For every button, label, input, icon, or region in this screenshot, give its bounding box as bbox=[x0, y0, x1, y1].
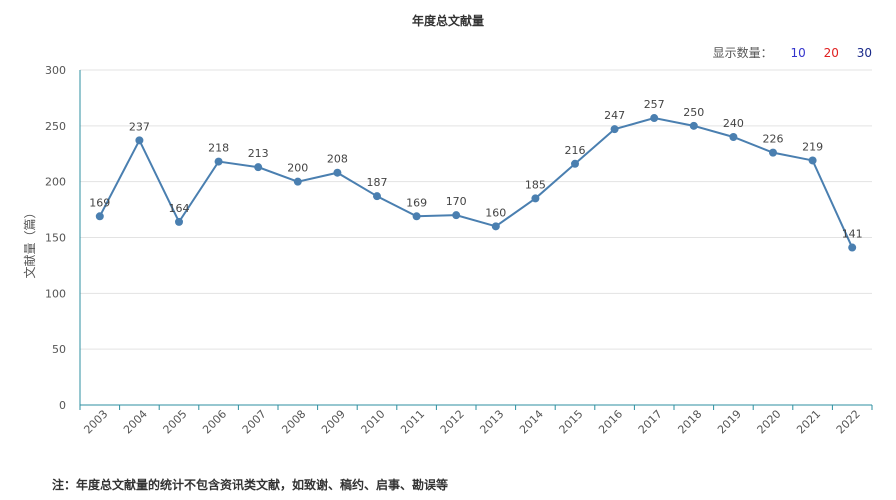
x-tick-label: 2007 bbox=[240, 407, 269, 436]
data-label: 240 bbox=[723, 117, 744, 130]
data-point bbox=[729, 133, 738, 141]
data-label: 208 bbox=[327, 153, 348, 166]
display-count-label: 显示数量： bbox=[712, 46, 773, 60]
data-label: 257 bbox=[644, 98, 665, 111]
data-label: 216 bbox=[565, 144, 586, 157]
y-axis-title: 文献量（篇） bbox=[22, 206, 37, 278]
x-tick-label: 2008 bbox=[279, 407, 308, 436]
data-label: 169 bbox=[89, 196, 110, 209]
display-count-option-30[interactable]: 30 bbox=[856, 46, 872, 60]
data-point bbox=[373, 192, 381, 201]
y-tick-label: 50 bbox=[52, 343, 66, 356]
x-tick-label: 2014 bbox=[517, 407, 546, 436]
x-tick-label: 2003 bbox=[81, 407, 110, 436]
data-label: 185 bbox=[525, 178, 546, 191]
chart-title: 年度总文献量 bbox=[411, 14, 484, 28]
display-count-selector: 显示数量： 10 20 30 bbox=[713, 44, 872, 61]
data-label: 164 bbox=[169, 202, 190, 215]
data-point bbox=[689, 121, 698, 130]
x-tick-label: 2015 bbox=[557, 407, 586, 436]
data-label: 170 bbox=[446, 195, 467, 208]
x-tick-label: 2017 bbox=[636, 407, 665, 436]
data-point bbox=[412, 212, 421, 221]
x-tick-label: 2013 bbox=[477, 407, 506, 436]
data-label: 247 bbox=[604, 109, 625, 122]
data-point bbox=[808, 156, 817, 165]
line-chart: 0 50 100 150 200 250 300 2003 2004 2005 2006 2007 20… bbox=[22, 64, 873, 436]
data-point bbox=[293, 177, 302, 186]
data-point bbox=[135, 136, 144, 145]
data-point bbox=[848, 243, 857, 252]
data-point bbox=[769, 148, 777, 157]
data-point bbox=[333, 168, 342, 177]
y-tick-label: 300 bbox=[45, 64, 66, 77]
x-tick-label: 2021 bbox=[794, 407, 823, 436]
data-label: 213 bbox=[248, 147, 269, 160]
x-tick-label: 2018 bbox=[675, 407, 704, 436]
x-tick-label: 2010 bbox=[359, 407, 388, 436]
footnote: 注：年度总文献量的统计不包含资讯类文献，如致谢、稿约、启事、勘误等 bbox=[52, 478, 449, 492]
data-label: 169 bbox=[406, 196, 427, 209]
x-tick-label: 2009 bbox=[319, 407, 348, 436]
x-tick-label: 2016 bbox=[596, 407, 625, 436]
y-tick-label: 250 bbox=[45, 120, 66, 133]
display-count-option-10[interactable]: 10 bbox=[790, 46, 806, 60]
display-count-option-20[interactable]: 20 bbox=[823, 46, 839, 60]
x-tick-label: 2020 bbox=[755, 407, 784, 436]
data-point bbox=[571, 159, 579, 168]
data-point bbox=[610, 125, 619, 134]
data-label: 200 bbox=[287, 162, 308, 175]
y-tick-label: 200 bbox=[45, 176, 66, 189]
y-tick-label: 0 bbox=[59, 399, 66, 412]
data-point bbox=[175, 217, 183, 226]
x-tick-label: 2006 bbox=[200, 407, 229, 436]
data-point bbox=[254, 163, 263, 172]
data-label: 141 bbox=[842, 228, 863, 241]
data-point bbox=[650, 114, 659, 123]
data-label: 160 bbox=[485, 206, 506, 219]
data-point bbox=[531, 194, 540, 203]
data-label: 219 bbox=[802, 140, 823, 153]
x-tick-label: 2019 bbox=[715, 407, 744, 436]
data-point bbox=[214, 157, 223, 166]
data-label: 237 bbox=[129, 120, 150, 133]
data-label: 187 bbox=[367, 176, 388, 189]
x-tick-label: 2012 bbox=[438, 407, 467, 436]
x-tick-label: 2004 bbox=[121, 407, 150, 436]
series-line bbox=[98, 116, 854, 248]
data-point bbox=[452, 211, 461, 220]
y-tick-label: 150 bbox=[45, 232, 66, 245]
data-label: 226 bbox=[763, 133, 784, 146]
x-tick-label: 2022 bbox=[834, 407, 863, 436]
y-tick-label: 100 bbox=[45, 287, 66, 300]
data-point bbox=[95, 212, 104, 221]
x-tick-label: 2011 bbox=[398, 407, 427, 436]
data-label: 218 bbox=[208, 142, 229, 155]
data-point bbox=[491, 222, 500, 231]
data-label: 250 bbox=[683, 106, 704, 119]
x-tick-label: 2005 bbox=[161, 407, 190, 436]
